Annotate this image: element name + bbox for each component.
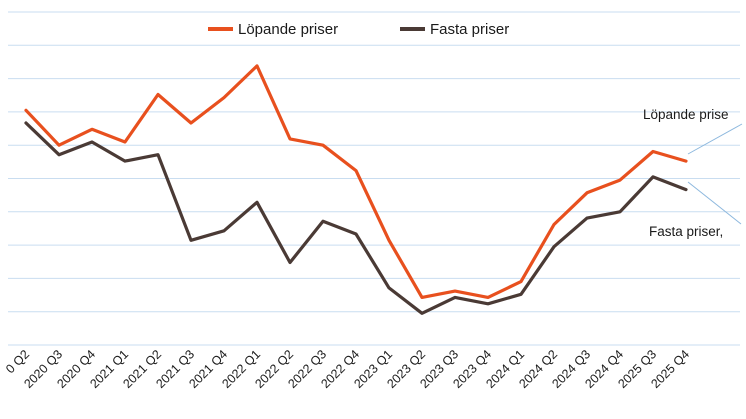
- callout-leader-lopande: [687, 123, 743, 155]
- legend-label-lopande: Löpande priser: [238, 21, 338, 38]
- series-line-lopande-priser: [24, 64, 688, 299]
- legend-label-fasta: Fasta priser: [430, 21, 509, 38]
- legend: Löpande priser Fasta priser: [208, 21, 509, 38]
- x-tick-label: 0 Q2: [3, 347, 32, 376]
- callout-leader-fasta: [687, 181, 742, 225]
- end-label-fasta: Fasta priser,: [649, 224, 723, 239]
- series-layer: [24, 64, 688, 315]
- gridlines: [8, 11, 740, 346]
- end-label-callouts: Löpande prise Fasta priser,: [643, 107, 743, 239]
- end-label-lopande: Löpande prise: [643, 107, 729, 122]
